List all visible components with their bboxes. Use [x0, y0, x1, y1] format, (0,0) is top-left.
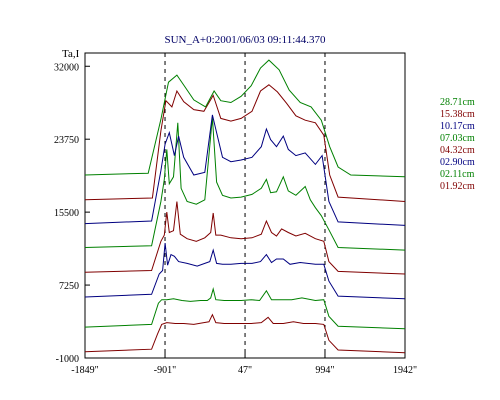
legend-item-15.38cm: 15.38cm — [440, 109, 475, 120]
legend-item-10.17cm: 10.17cm — [440, 121, 475, 132]
series-line-07.03cm — [84, 117, 406, 251]
y-tick-label: 32000 — [54, 62, 79, 73]
x-tick-label: -901" — [154, 365, 176, 376]
series-line-02.90cm — [84, 243, 406, 300]
x-tick-label: 47" — [238, 365, 252, 376]
x-axis: -1849" -901" 47" 994" 1942" — [71, 353, 417, 376]
series-line-28.71cm — [84, 59, 406, 178]
legend-item-07.03cm: 07.03cm — [440, 133, 475, 144]
y-axis-label: Ta,I — [62, 48, 80, 60]
legend-item-02.11cm: 02.11cm — [440, 169, 475, 180]
reference-lines — [164, 53, 326, 358]
legend-item-04.32cm: 04.32cm — [440, 145, 475, 156]
series-line-01.92cm — [84, 313, 406, 354]
legend: 28.71cm15.38cm10.17cm07.03cm04.32cm02.90… — [440, 97, 475, 192]
series-line-04.32cm — [84, 201, 406, 275]
series-line-02.11cm — [84, 287, 406, 330]
legend-item-01.92cm: 01.92cm — [440, 181, 475, 192]
y-axis: 32000 23750 15500 7250 -1000 — [54, 62, 90, 365]
chart-title: SUN_A+0:2001/06/03 09:11:44.370 — [164, 34, 326, 46]
y-tick-label: 7250 — [59, 281, 79, 292]
y-tick-label: 23750 — [54, 135, 79, 146]
series-line-10.17cm — [84, 114, 406, 226]
x-tick-label: -1849" — [71, 365, 98, 376]
x-tick-label: 1942" — [393, 365, 417, 376]
y-tick-label: 15500 — [54, 208, 79, 219]
series-line-15.38cm — [84, 84, 406, 202]
x-tick-label: 994" — [315, 365, 334, 376]
y-tick-label: -1000 — [56, 354, 79, 365]
legend-item-02.90cm: 02.90cm — [440, 157, 475, 168]
legend-item-28.71cm: 28.71cm — [440, 97, 475, 108]
series-group — [84, 59, 406, 354]
